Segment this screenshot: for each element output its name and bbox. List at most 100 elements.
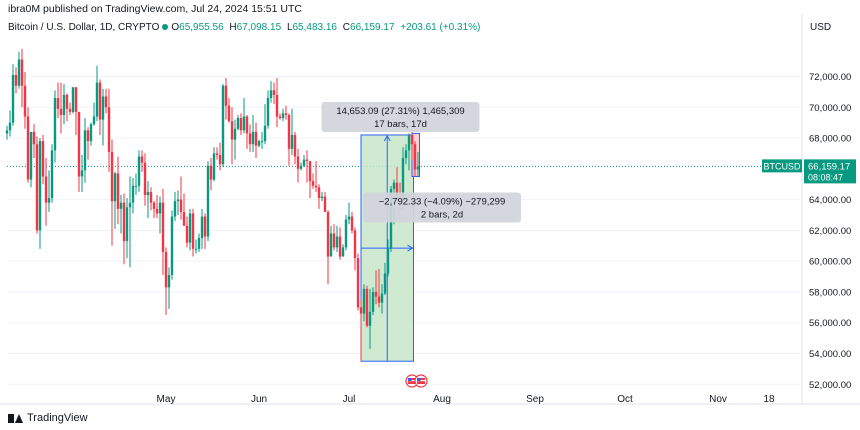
candle-body [266,98,270,126]
currency-label[interactable]: USD [810,22,832,33]
candle-body [413,144,417,170]
candle-body [218,154,222,165]
x-tick-label: May [157,394,176,405]
arrow-right-icon [407,244,414,252]
candle-body [356,258,360,308]
candle-body [14,74,18,86]
candle-body [134,185,138,187]
last-price-value: 66,159.17 [808,161,850,172]
candle-body [35,144,39,231]
candle-body [38,141,42,231]
candle-body [44,176,48,203]
candle-body [89,124,93,142]
candle-body [200,216,204,239]
candle-body [11,74,15,123]
range-label-line2-2: 2 bars, 2d [421,210,463,221]
candle-body [248,133,252,145]
candle-body [152,202,156,209]
x-tick-label: Jun [251,394,267,405]
symbol-legend: Bitcoin / U.S. Dollar, 1D, CRYPTO O65,955… [8,22,483,33]
last-price-tag[interactable] [804,159,856,184]
candle-body [263,125,267,142]
candle-body [149,191,153,203]
candle-body [65,94,69,109]
footer: TradingView [8,412,88,424]
candle-body [221,85,225,165]
candle-body [143,162,147,195]
candle-body [23,85,27,117]
candle-body [260,141,264,143]
open-value: 65,955.56 [179,22,224,33]
flag-stripe-white [417,380,425,382]
candle-body [185,225,189,243]
candle-body [377,296,381,303]
low-value: 65,483.16 [292,22,338,33]
x-tick-label: 18 [763,394,775,405]
candle-body [275,94,279,117]
close-value: 66,159.17 [350,22,395,33]
candle-body [314,185,318,188]
candle-body [92,116,96,125]
range-label-box-2 [363,192,521,223]
candle-body [212,153,216,180]
candle-body [395,182,399,199]
range-label-line1-2: −2,792.33 (−4.09%) −279,299 [379,197,506,208]
candle-body [362,288,366,314]
candle-body [287,114,291,149]
candle-body [329,233,333,257]
candle-body [125,207,129,242]
candle-body [347,216,351,220]
candle-body [344,219,348,248]
symbol-name[interactable]: Bitcoin / U.S. Dollar, 1D, CRYPTO [8,22,160,33]
candle-body [230,121,234,140]
candle-body [137,156,141,186]
candle-body [62,94,66,115]
candle-body [206,165,210,237]
y-tick-label: 52,000.00 [809,380,851,391]
candle-body [254,131,258,146]
candle-body [281,113,285,119]
candle-body [167,275,171,288]
candle-body [179,199,183,212]
candle-body [71,87,75,112]
footer-brand: TradingView [27,412,88,424]
candle-body [272,90,276,95]
candle-body [77,111,81,177]
candle-body [50,150,54,199]
candle-body [32,131,36,145]
candle-body [5,130,9,134]
market-status-icon [162,24,169,31]
high-label: H [229,22,237,33]
candle-body [311,181,315,186]
candle-body [269,90,273,99]
tradingview-logo-icon [8,413,23,423]
candle-body [128,202,132,208]
candle-body [116,173,120,209]
candle-body [47,198,51,203]
candle-body [326,211,330,257]
y-tick-label: 62,000.00 [809,226,851,237]
candle-body [29,131,33,180]
candle-body [188,213,192,243]
candle-body [371,291,375,312]
candle-body [56,98,60,109]
y-tick-label: 72,000.00 [809,72,851,83]
x-tick-label: Sep [526,394,544,405]
candle-body [173,201,177,217]
candle-body [170,216,174,276]
candle-body [95,82,99,117]
candle-body [401,158,405,202]
flag-canton [408,378,412,381]
high-value: 67,098.15 [236,22,282,33]
candle-body [296,156,300,169]
candle-body [386,248,390,274]
candle-body [353,230,357,259]
y-tick-label: 56,000.00 [809,318,851,329]
candle-body [194,248,198,250]
symbol-price-tag [762,159,802,173]
candle-body [122,202,126,242]
candle-body [317,187,321,199]
candle-body [104,96,108,108]
candle-body [242,116,246,131]
